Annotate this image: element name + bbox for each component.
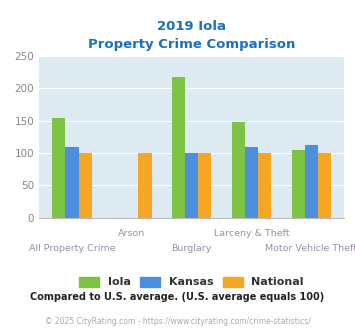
Bar xyxy=(318,153,331,218)
Bar xyxy=(305,145,318,218)
Text: Larceny & Theft: Larceny & Theft xyxy=(214,229,289,238)
Text: Arson: Arson xyxy=(118,229,146,238)
Bar xyxy=(78,153,92,218)
Bar xyxy=(258,153,271,218)
Text: All Property Crime: All Property Crime xyxy=(29,244,115,253)
Bar xyxy=(172,77,185,218)
Text: Burglary: Burglary xyxy=(171,244,212,253)
Bar xyxy=(138,153,152,218)
Bar xyxy=(65,147,78,218)
Bar xyxy=(52,117,65,218)
Bar xyxy=(292,150,305,218)
Text: Motor Vehicle Theft: Motor Vehicle Theft xyxy=(266,244,355,253)
Title: 2019 Iola
Property Crime Comparison: 2019 Iola Property Crime Comparison xyxy=(88,20,295,51)
Bar xyxy=(185,153,198,218)
Legend: Iola, Kansas, National: Iola, Kansas, National xyxy=(80,277,304,287)
Bar xyxy=(232,122,245,218)
Bar xyxy=(245,147,258,218)
Bar xyxy=(198,153,212,218)
Text: © 2025 CityRating.com - https://www.cityrating.com/crime-statistics/: © 2025 CityRating.com - https://www.city… xyxy=(45,317,310,326)
Text: Compared to U.S. average. (U.S. average equals 100): Compared to U.S. average. (U.S. average … xyxy=(31,292,324,302)
